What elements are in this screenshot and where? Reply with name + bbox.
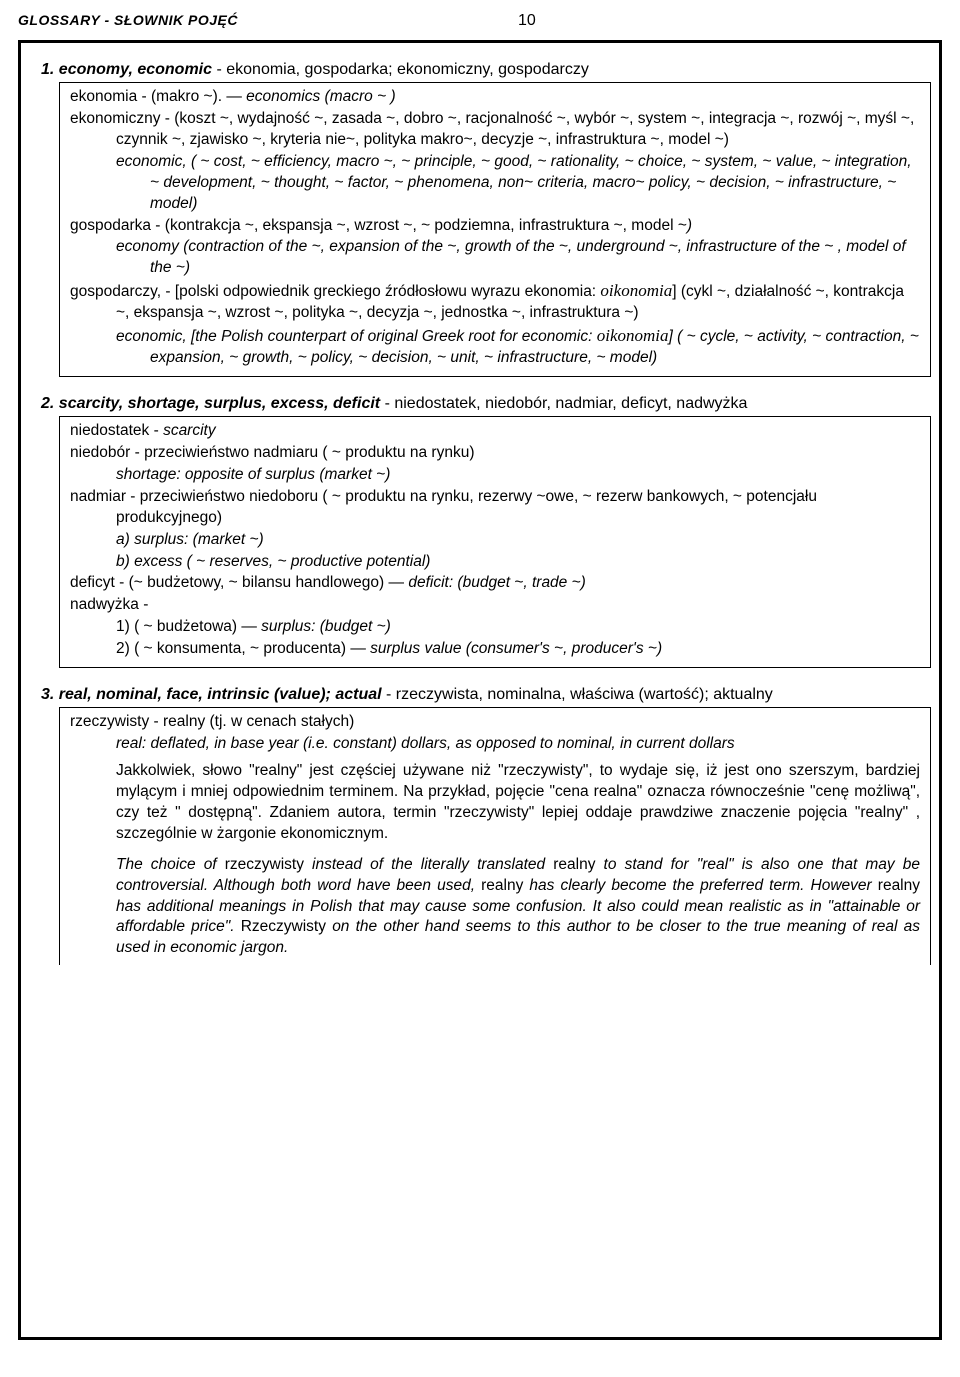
text-run: ekonomia - (makro ~). — xyxy=(70,88,246,105)
entry-number: 2. xyxy=(41,395,59,412)
entry-line: nadwyżka - xyxy=(70,595,920,616)
entry-line: economy (contraction of the ~, expansion… xyxy=(70,237,920,279)
entry-head-translation: - niedostatek, niedobór, nadmiar, deficy… xyxy=(380,395,747,412)
entry-number: 1. xyxy=(41,61,59,78)
text-run: economy (contraction of the ~, expansion… xyxy=(116,238,906,276)
entry-body: niedostatek - scarcity niedobór - przeciw… xyxy=(59,416,931,668)
entry-line: niedostatek - scarcity xyxy=(70,421,920,442)
entry-headword: real, nominal, face, intrinsic (value); … xyxy=(59,686,382,703)
entry-line: niedobór - przeciwieństwo nadmiaru ( ~ p… xyxy=(70,443,920,464)
text-run: rzeczywisty xyxy=(225,856,304,873)
text-run: surplus value (consumer's ~, producer's … xyxy=(370,640,662,657)
text-run: economic, ( ~ cost, ~ efficiency, macro … xyxy=(116,153,912,212)
entry-line: 1) ( ~ budżetowa) — surplus: (budget ~) xyxy=(70,617,920,638)
entry-line: Jakkolwiek, słowo "realny" jest częściej… xyxy=(116,761,920,845)
entry-line: shortage: opposite of surplus (market ~) xyxy=(70,465,920,486)
entry-line: nadmiar - przeciwieństwo niedoboru ( ~ p… xyxy=(70,487,920,529)
entry-head-translation: - ekonomia, gospodarka; ekonomiczny, gos… xyxy=(212,61,589,78)
text-run: deficit: (budget ~, trade ~) xyxy=(408,574,586,591)
entry-body: rzeczywisty - realny (tj. w cenach stały… xyxy=(59,707,931,965)
text-run: Jakkolwiek, słowo "realny" jest częściej… xyxy=(116,762,920,842)
text-run: realny xyxy=(878,877,920,894)
text-run: niedostatek - xyxy=(70,422,163,439)
entry-line: deficyt - (~ budżetowy, ~ bilansu handlo… xyxy=(70,573,920,594)
text-run: nadwyżka - xyxy=(70,596,148,613)
text-run: 2) ( ~ konsumenta, ~ producenta) — xyxy=(116,640,370,657)
entry-heading: 1. economy, economic - ekonomia, gospoda… xyxy=(41,61,931,79)
text-run: a) surplus: (market ~) xyxy=(116,531,264,548)
entry-line: gospodarka - (kontrakcja ~, ekspansja ~,… xyxy=(70,216,920,237)
text-run: realny xyxy=(481,877,523,894)
entry-line: The choice of rzeczywisty instead of the… xyxy=(116,855,920,960)
text-run: shortage: opposite of surplus (market ~) xyxy=(116,466,390,483)
text-run: scarcity xyxy=(163,422,216,439)
header-title: GLOSSARY - SŁOWNIK POJĘĆ xyxy=(18,12,238,28)
entry-line: b) excess ( ~ reserves, ~ productive pot… xyxy=(70,552,920,573)
text-run: rzeczywisty - realny (tj. w cenach stały… xyxy=(70,713,354,730)
text-run: instead of the literally translated xyxy=(304,856,553,873)
entry-line: rzeczywisty - realny (tj. w cenach stały… xyxy=(70,712,920,733)
page-number: 10 xyxy=(518,12,536,30)
text-run: realny xyxy=(553,856,595,873)
entry-body: ekonomia - (makro ~). — economics (macro… xyxy=(59,82,931,377)
text-run: 1) ( ~ budżetowa) — xyxy=(116,618,261,635)
entry-head-translation: - rzeczywista, nominalna, właściwa (wart… xyxy=(382,686,773,703)
text-run: b) excess ( ~ reserves, ~ productive pot… xyxy=(116,553,430,570)
text-run: gospodarka - (kontrakcja ~, ekspansja ~,… xyxy=(70,217,687,234)
text-run: gospodarczy, - [polski odpowiednik greck… xyxy=(70,283,600,300)
entry-line: 2) ( ~ konsumenta, ~ producenta) — surpl… xyxy=(70,639,920,660)
entry-line: ekonomia - (makro ~). — economics (macro… xyxy=(70,87,920,108)
entry-headword: economy, economic xyxy=(59,61,212,78)
text-run: oikonomia xyxy=(600,281,672,300)
text-run: real: deflated, in base year (i.e. const… xyxy=(116,735,735,752)
glossary-frame: 1. economy, economic - ekonomia, gospoda… xyxy=(18,40,942,1340)
text-run: economic, [the Polish counterpart of ori… xyxy=(116,328,597,345)
text-run: The choice of xyxy=(116,856,225,873)
text-run: has clearly become the preferred term. H… xyxy=(523,877,877,894)
text-run: nadmiar - przeciwieństwo niedoboru ( ~ p… xyxy=(70,488,817,526)
entry-line: a) surplus: (market ~) xyxy=(70,530,920,551)
entry-line: ekonomiczny - (koszt ~, wydajność ~, zas… xyxy=(70,109,920,151)
entry-line: real: deflated, in base year (i.e. const… xyxy=(70,734,920,755)
text-run: Rzeczywisty xyxy=(241,918,326,935)
entry-line: gospodarczy, - [polski odpowiednik greck… xyxy=(70,280,920,324)
text-run: oikonomia xyxy=(597,326,669,345)
entry-number: 3. xyxy=(41,686,59,703)
text-run: ) xyxy=(687,217,692,234)
entry-line: economic, [the Polish counterpart of ori… xyxy=(70,325,920,369)
entry-heading: 2. scarcity, shortage, surplus, excess, … xyxy=(41,395,931,413)
text-run: ekonomiczny - (koszt ~, wydajność ~, zas… xyxy=(70,110,914,148)
entry-line: economic, ( ~ cost, ~ efficiency, macro … xyxy=(70,152,920,215)
text-run: surplus: (budget ~) xyxy=(261,618,391,635)
text-run: deficyt - (~ budżetowy, ~ bilansu handlo… xyxy=(70,574,408,591)
text-run: economics (macro ~ ) xyxy=(246,88,395,105)
text-run: niedobór - przeciwieństwo nadmiaru ( ~ p… xyxy=(70,444,475,461)
entry-heading: 3. real, nominal, face, intrinsic (value… xyxy=(41,686,931,704)
entry-headword: scarcity, shortage, surplus, excess, def… xyxy=(59,395,380,412)
page-header: GLOSSARY - SŁOWNIK POJĘĆ 10 xyxy=(18,12,942,30)
